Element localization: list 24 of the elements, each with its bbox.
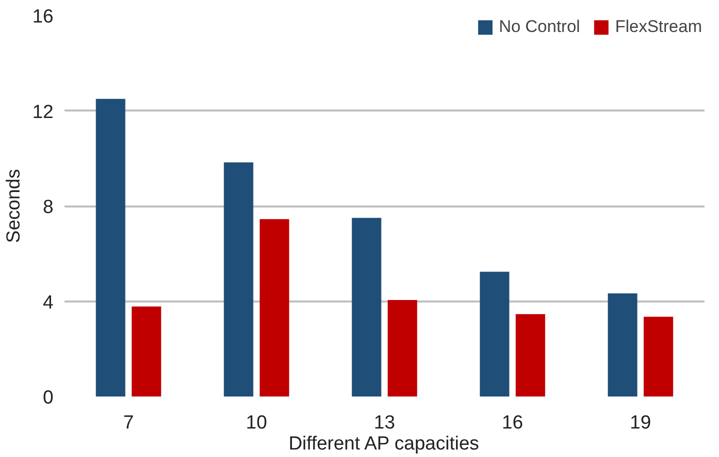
- x-axis-title: Different AP capacities: [288, 434, 480, 454]
- x-tick-label: 19: [630, 412, 652, 434]
- x-tick-label: 16: [502, 412, 524, 434]
- legend-label: No Control: [498, 17, 580, 37]
- y-axis-title: Seconds: [3, 169, 24, 243]
- bar: [608, 293, 638, 396]
- bar: [644, 316, 674, 396]
- bar: [260, 219, 290, 396]
- y-tick-label: 0: [42, 388, 54, 408]
- y-tick-label: 16: [32, 6, 54, 28]
- x-tick-label: 13: [374, 412, 396, 434]
- bar: [388, 300, 418, 396]
- bar: [480, 272, 510, 396]
- bar: [132, 306, 162, 396]
- y-tick-label: 8: [42, 197, 54, 218]
- bar: [352, 218, 382, 396]
- legend-label: FlexStream: [615, 17, 702, 37]
- bar: [516, 314, 546, 396]
- bar: [224, 162, 254, 396]
- y-tick-label: 4: [42, 292, 54, 314]
- bar: [96, 98, 126, 396]
- x-tick-label: 10: [246, 412, 268, 434]
- y-tick-label: 12: [32, 102, 54, 123]
- x-tick-label: 7: [123, 412, 134, 434]
